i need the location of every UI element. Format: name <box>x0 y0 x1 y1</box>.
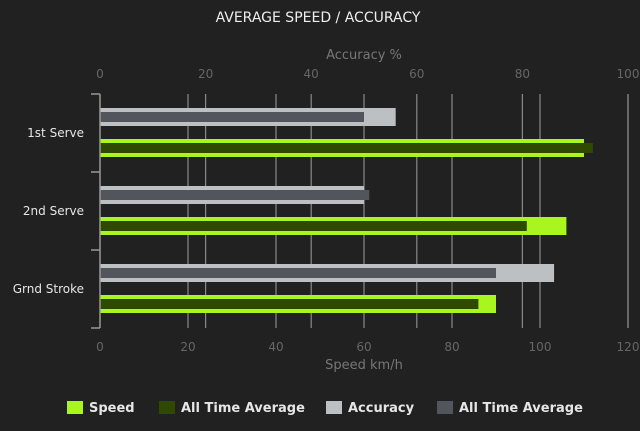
legend-swatch <box>159 401 175 414</box>
bar-speed-all-time-average <box>100 299 479 309</box>
bar-accuracy-all-time-average <box>100 268 496 278</box>
chart-title: AVERAGE SPEED / ACCURACY <box>216 10 421 26</box>
bottom-tick-label: 80 <box>444 340 459 354</box>
bar-accuracy-all-time-average <box>100 190 370 200</box>
bar-accuracy-all-time-average <box>100 112 364 122</box>
bottom-axis-label: Speed km/h <box>325 358 403 373</box>
bottom-tick-label: 120 <box>617 340 640 354</box>
bottom-tick-label: 0 <box>96 340 104 354</box>
top-tick-label: 60 <box>409 67 424 81</box>
legend-swatch <box>326 401 342 414</box>
top-tick-label: 20 <box>198 67 213 81</box>
top-tick-label: 0 <box>96 67 104 81</box>
bottom-tick-label: 40 <box>268 340 283 354</box>
legend-swatch <box>67 401 83 414</box>
bar-speed-all-time-average <box>100 143 593 153</box>
category-label: 2nd Serve <box>23 204 84 218</box>
category-label: 1st Serve <box>27 126 84 140</box>
top-tick-label: 40 <box>304 67 319 81</box>
legend-label: Speed <box>89 401 135 416</box>
bottom-tick-label: 20 <box>180 340 195 354</box>
top-tick-label: 80 <box>515 67 530 81</box>
bottom-tick-label: 60 <box>356 340 371 354</box>
legend-label: All Time Average <box>181 401 305 416</box>
legend-label: Accuracy <box>348 401 415 416</box>
bar-speed-all-time-average <box>100 221 527 231</box>
category-label: Grnd Stroke <box>13 282 84 296</box>
bottom-tick-label: 100 <box>529 340 552 354</box>
top-tick-label: 100 <box>617 67 640 81</box>
legend-label: All Time Average <box>459 401 583 416</box>
top-axis-label: Accuracy % <box>326 48 402 63</box>
legend-swatch <box>437 401 453 414</box>
